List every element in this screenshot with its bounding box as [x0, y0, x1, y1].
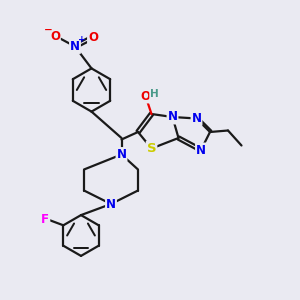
Text: N: N	[196, 143, 206, 157]
Text: N: N	[167, 110, 178, 124]
Text: O: O	[50, 29, 60, 43]
Text: N: N	[70, 40, 80, 53]
Text: F: F	[41, 213, 49, 226]
Text: H: H	[150, 88, 159, 99]
Text: −: −	[44, 24, 52, 34]
Text: N: N	[106, 197, 116, 211]
Text: O: O	[140, 89, 151, 103]
Text: N: N	[191, 112, 202, 125]
Text: O: O	[88, 31, 98, 44]
Text: +: +	[78, 35, 86, 44]
Text: N: N	[116, 148, 127, 161]
Text: S: S	[147, 142, 156, 155]
